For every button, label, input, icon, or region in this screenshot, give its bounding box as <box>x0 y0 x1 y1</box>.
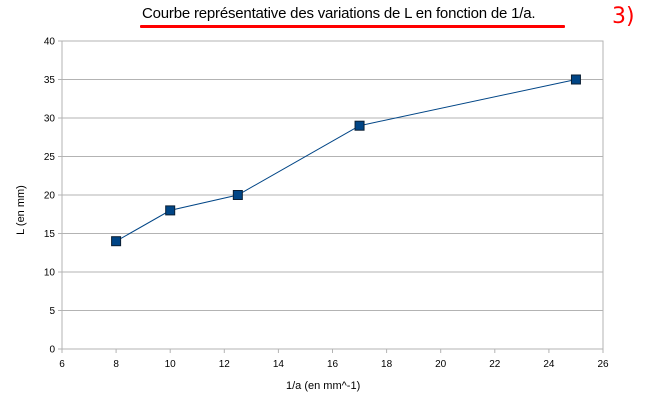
y-tick-label: 15 <box>44 229 56 240</box>
y-tick-label: 30 <box>44 114 56 125</box>
title-underline <box>140 25 565 28</box>
x-tick-label: 6 <box>59 359 65 370</box>
x-tick-label: 10 <box>165 359 177 370</box>
series-line <box>115 79 577 242</box>
x-tick-label: 20 <box>435 359 447 370</box>
x-tick-label: 8 <box>113 359 119 370</box>
x-tick-label: 12 <box>219 359 231 370</box>
x-tick-label: 18 <box>381 359 393 370</box>
x-axis-label: 1/a (en mm^-1) <box>286 380 361 392</box>
y-tick-label: 25 <box>44 152 56 163</box>
y-tick-label: 35 <box>44 75 56 86</box>
plot-frame <box>61 40 604 350</box>
x-tick-label: 16 <box>327 359 339 370</box>
x-tick-label: 26 <box>597 359 609 370</box>
question-number: 3) <box>612 4 635 29</box>
x-tick-label: 14 <box>273 359 285 370</box>
y-tick-label: 0 <box>49 345 55 356</box>
y-tick-label: 10 <box>44 268 56 279</box>
grid-lines <box>62 40 603 311</box>
y-tick-label: 40 <box>44 37 56 48</box>
data-point <box>232 190 243 200</box>
x-tick-label: 24 <box>543 359 555 370</box>
data-point <box>354 120 365 131</box>
data-series <box>111 74 581 247</box>
data-point <box>165 205 176 216</box>
y-tick-label: 20 <box>44 191 56 202</box>
data-point <box>111 236 122 247</box>
data-point <box>570 74 581 85</box>
chart-title: Courbe représentative des variations de … <box>142 5 536 22</box>
x-tick-label: 22 <box>489 359 501 370</box>
y-axis-label: L (en mm) <box>15 185 27 235</box>
axes <box>58 40 604 353</box>
y-tick-label: 5 <box>49 306 55 317</box>
tick-labels: 0 5 10 15 20 25 30 35 40 6 8 10 12 14 16 18 20 22 24 26 <box>44 37 609 371</box>
